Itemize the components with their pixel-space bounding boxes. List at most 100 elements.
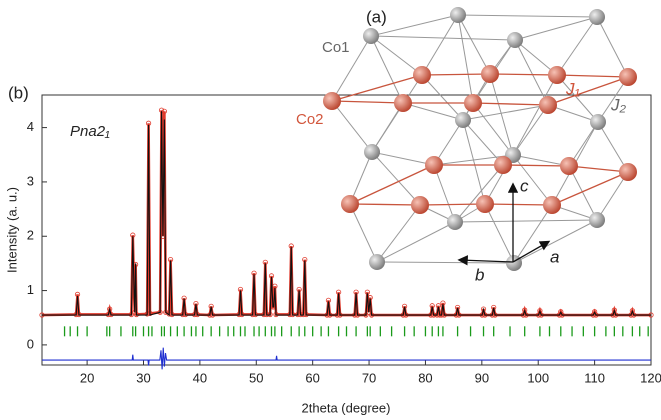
co2-atom	[425, 156, 443, 174]
bond	[331, 100, 373, 153]
y-tick-label: 3	[27, 173, 34, 188]
bond	[331, 74, 423, 102]
co2-atom	[341, 195, 359, 213]
exchange-label: J₁	[565, 79, 580, 98]
bond	[484, 203, 515, 264]
co1-atom	[589, 212, 605, 228]
co1-atom	[589, 9, 605, 25]
panel-label: (b)	[8, 83, 29, 102]
plot: 20 30 40 50 60 70 80 90 100 110 120 0 1 2 3 4	[27, 94, 661, 385]
x-tick-label: 110	[584, 370, 605, 385]
bond	[512, 154, 570, 167]
co2-atom	[543, 196, 561, 214]
y-tick-label: 0	[27, 336, 34, 351]
co1-atom	[363, 28, 379, 44]
bond	[349, 203, 378, 263]
bond	[596, 171, 629, 221]
axis-a: a	[550, 247, 559, 266]
bond	[547, 76, 629, 106]
co1-atom	[450, 7, 466, 23]
co1-atom	[590, 114, 606, 130]
co1-atom	[447, 214, 463, 230]
bond	[514, 16, 598, 41]
bond	[556, 74, 629, 78]
co2-atom	[476, 195, 494, 213]
bond	[596, 16, 629, 78]
plot-frame	[41, 94, 652, 366]
x-tick-label: 100	[527, 370, 549, 385]
bond	[419, 203, 486, 206]
bond	[376, 204, 421, 263]
bond	[472, 102, 514, 156]
exchange-label: J₂	[610, 95, 627, 114]
bond	[454, 164, 504, 223]
bond	[597, 121, 629, 173]
x-tick-label: 90	[475, 370, 489, 385]
bond	[556, 74, 599, 123]
bond	[568, 165, 629, 173]
bond	[421, 74, 464, 121]
axis-c: c	[520, 176, 529, 195]
atom-label: Co1	[322, 39, 350, 56]
x-tick-label: 60	[305, 370, 319, 385]
observed-point	[161, 108, 167, 114]
bond	[371, 151, 421, 206]
bond	[512, 74, 558, 156]
co2-atom	[548, 66, 566, 84]
bond	[349, 203, 421, 206]
bond	[370, 35, 423, 76]
bond	[454, 219, 598, 223]
x-tick-label: 70	[362, 370, 376, 385]
bond	[556, 16, 598, 76]
atom-label: Co2	[296, 111, 324, 128]
co2-atom	[413, 66, 431, 84]
x-tick-label: 40	[193, 370, 207, 385]
y-axis-label: Intensity (a. u.)	[4, 187, 19, 273]
observed-point	[592, 309, 598, 315]
bond	[421, 14, 459, 76]
bond	[484, 203, 553, 206]
x-axis-label: 2theta (degree)	[302, 400, 391, 415]
bond	[376, 261, 515, 264]
series-line	[41, 110, 651, 317]
bond	[512, 104, 549, 156]
co1-atom	[369, 254, 385, 270]
bond	[514, 39, 549, 106]
co2-atom	[619, 163, 637, 181]
space-group: Pna2₁	[70, 123, 110, 140]
axis-b: b	[475, 265, 484, 284]
co1-atom	[506, 255, 522, 271]
panel-label: (a)	[366, 7, 387, 26]
y-tick-label: 2	[27, 228, 34, 243]
co1-atom	[455, 112, 471, 128]
bond	[568, 165, 598, 221]
bond	[370, 35, 516, 41]
co2-atom	[560, 157, 578, 175]
x-tick-label: 50	[249, 370, 263, 385]
bond	[472, 102, 549, 106]
bond	[502, 164, 570, 167]
bond	[371, 151, 435, 166]
co2-atom	[539, 96, 557, 114]
co2-atom	[481, 65, 499, 83]
x-tick-label: 20	[80, 370, 94, 385]
bond	[489, 73, 514, 156]
x-tick-label: 120	[640, 370, 661, 385]
bond	[457, 14, 474, 104]
co2-atom	[394, 94, 412, 112]
bond	[513, 219, 598, 264]
x-tick-label: 80	[418, 370, 432, 385]
bond	[331, 100, 404, 104]
co2-atom	[494, 156, 512, 174]
bond	[370, 14, 459, 37]
axis-arrow	[457, 255, 514, 266]
y-tick-label: 4	[27, 119, 34, 134]
bond	[512, 154, 553, 206]
y-tick-label: 1	[27, 282, 34, 297]
observed-point	[558, 309, 564, 315]
bond	[331, 35, 372, 102]
bond	[349, 164, 435, 205]
series-line	[42, 347, 651, 370]
co2-atom	[619, 68, 637, 86]
